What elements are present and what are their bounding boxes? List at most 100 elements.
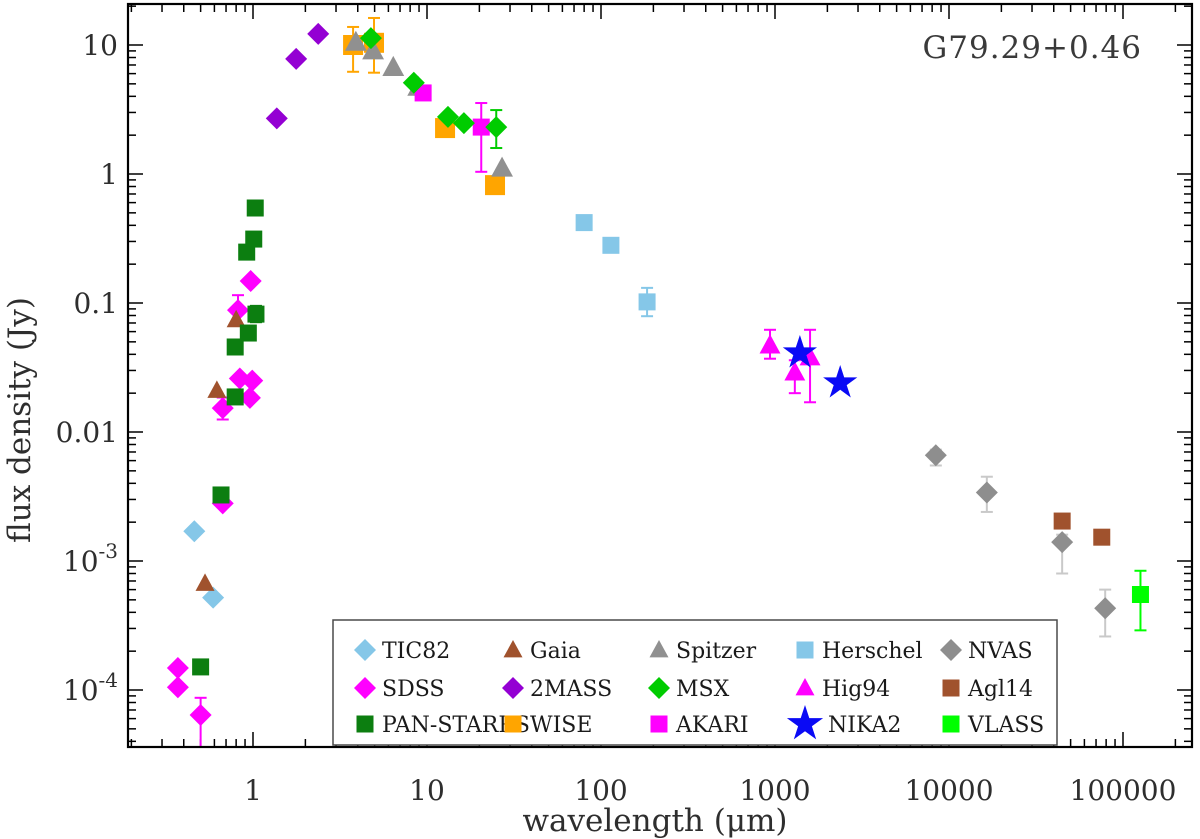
square-marker-icon <box>356 715 374 733</box>
point-Spitzer <box>362 39 385 60</box>
point-SDSS <box>241 369 264 392</box>
point-Gaia <box>226 309 246 328</box>
y-tick-labels: 10 1 0.1 0.01 10-3 10-4 <box>56 29 118 707</box>
point-NVAS <box>1051 531 1074 554</box>
legend-label: MSX <box>676 677 730 702</box>
legend-entry-Agl14: Agl14 <box>942 677 1033 702</box>
legend-label: Herschel <box>822 639 923 664</box>
legend-label: Hig94 <box>822 677 890 702</box>
point-VLASS <box>1131 585 1149 603</box>
point-2MASS <box>307 22 330 45</box>
x-tick-1: 1 <box>244 774 262 807</box>
legend-entry-2MASS: 2MASS <box>502 677 612 702</box>
point-Herschel <box>575 214 593 232</box>
legend-label: AKARI <box>675 713 749 738</box>
legend-label: Gaia <box>530 639 581 664</box>
point-TIC82 <box>183 520 206 543</box>
triangle-marker-icon <box>649 640 669 658</box>
point-NVAS <box>924 444 947 467</box>
point-MSX <box>402 71 425 94</box>
point-SDSS <box>239 270 262 293</box>
star-marker-icon <box>786 705 824 740</box>
y-tick-0.1: 0.1 <box>73 287 118 320</box>
point-NVAS <box>975 481 998 504</box>
point-AKARI <box>414 84 432 102</box>
x-tick-labels: 1 10 100 1000 10000 100000 <box>244 774 1176 807</box>
point-SDSS <box>227 299 250 322</box>
series-PAN-STARRS <box>192 199 265 676</box>
point-Hig94 <box>759 334 781 354</box>
legend-label: VLASS <box>967 713 1044 738</box>
series-2MASS <box>265 22 330 130</box>
point-PAN-STARRS <box>226 338 244 356</box>
point-SDSS <box>238 386 261 409</box>
x-tick-10: 10 <box>409 774 445 807</box>
point-MSX <box>452 112 475 135</box>
square-marker-icon <box>942 715 960 733</box>
y-tick-0.01: 0.01 <box>56 416 118 449</box>
y-axis-label: flux density (Jy) <box>2 297 38 543</box>
legend-label: WISE <box>530 713 592 738</box>
point-PAN-STARRS <box>246 199 264 217</box>
point-AKARI <box>472 118 490 136</box>
series-NIKA2 <box>782 335 858 398</box>
x-axis-label: wavelength (μm) <box>523 803 788 839</box>
diamond-marker-icon <box>648 677 670 699</box>
diamond-marker-icon <box>354 677 376 699</box>
legend-label: SDSS <box>382 677 444 702</box>
y-tick-1: 1 <box>100 158 118 191</box>
series-VLASS <box>1131 569 1149 632</box>
point-WISE <box>485 175 506 196</box>
point-SDSS <box>189 704 212 727</box>
series-Gaia <box>195 309 246 591</box>
square-marker-icon <box>650 715 668 733</box>
legend-entry-Herschel: Herschel <box>796 639 923 664</box>
legend-label: Spitzer <box>676 639 757 664</box>
point-Spitzer <box>491 156 513 177</box>
point-Herschel <box>638 293 656 311</box>
legend-label: Agl14 <box>967 677 1033 702</box>
point-Spitzer <box>382 55 405 76</box>
series-Agl14 <box>1053 512 1111 546</box>
triangle-marker-icon <box>503 640 523 658</box>
legend-entry-VLASS: VLASS <box>942 713 1044 738</box>
series-NVAS <box>924 444 1117 638</box>
point-PAN-STARRS <box>192 658 210 676</box>
point-PAN-STARRS <box>247 305 265 323</box>
diamond-marker-icon <box>354 639 376 661</box>
x-tick-1000: 1000 <box>739 774 810 807</box>
diamond-marker-icon <box>940 639 962 661</box>
point-NIKA2 <box>782 335 817 368</box>
legend: TIC82 Gaia Spitzer Herschel NVAS SDSS 2MASS MSX… <box>332 619 1058 746</box>
point-MSX <box>359 27 382 50</box>
legend-entry-SDSS: SDSS <box>354 677 444 702</box>
point-Agl14 <box>1093 528 1111 546</box>
y-tick-10-3: 10-3 <box>63 539 118 578</box>
x-tick-100: 100 <box>574 774 627 807</box>
data-points <box>166 16 1149 746</box>
legend-entry-PAN-STARRS: PAN-STARRS <box>356 713 530 738</box>
legend-entry-MSX: MSX <box>648 677 730 702</box>
legend-label: NIKA2 <box>828 713 901 738</box>
plot-frame <box>126 2 1194 749</box>
legend-entry-WISE: WISE <box>504 713 592 738</box>
series-MSX <box>359 27 508 150</box>
legend-entry-NIKA2: NIKA2 <box>786 705 901 740</box>
diamond-marker-icon <box>502 677 524 699</box>
point-PAN-STARRS <box>212 486 230 504</box>
point-MSX <box>436 105 459 128</box>
series-Spitzer <box>344 30 513 177</box>
point-NIKA2 <box>823 365 858 398</box>
series-AKARI <box>414 84 490 173</box>
series-TIC82 <box>183 520 225 609</box>
legend-box <box>332 619 1058 746</box>
point-Agl14 <box>1053 512 1071 530</box>
series-Herschel <box>575 214 656 318</box>
square-marker-icon <box>504 715 522 733</box>
legend-entry-NVAS: NVAS <box>940 639 1033 664</box>
x-tick-100000: 100000 <box>1070 774 1177 807</box>
legend-entry-Spitzer: Spitzer <box>649 639 757 664</box>
point-NVAS <box>1094 597 1117 620</box>
point-Gaia <box>195 573 215 591</box>
